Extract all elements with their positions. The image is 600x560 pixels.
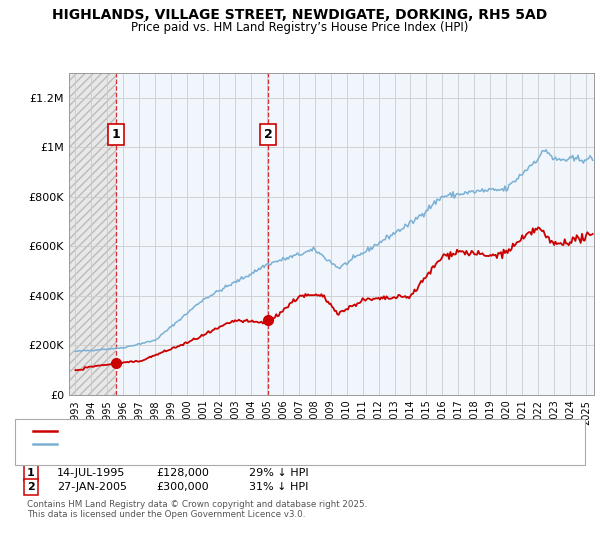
Text: Price paid vs. HM Land Registry’s House Price Index (HPI): Price paid vs. HM Land Registry’s House …: [131, 21, 469, 34]
Text: 31% ↓ HPI: 31% ↓ HPI: [249, 482, 308, 492]
Text: 29% ↓ HPI: 29% ↓ HPI: [249, 468, 308, 478]
Bar: [69, 73, 116, 395]
Text: Contains HM Land Registry data © Crown copyright and database right 2025.
This d: Contains HM Land Registry data © Crown c…: [27, 500, 367, 519]
Text: HIGHLANDS, VILLAGE STREET, NEWDIGATE, DORKING, RH5 5AD: HIGHLANDS, VILLAGE STREET, NEWDIGATE, DO…: [52, 8, 548, 22]
Text: £128,000: £128,000: [156, 468, 209, 478]
Text: HPI: Average price, detached house, Mole Valley: HPI: Average price, detached house, Mole…: [61, 439, 302, 449]
Text: 1: 1: [27, 468, 35, 478]
Text: 1: 1: [112, 128, 120, 141]
Text: 14-JUL-1995: 14-JUL-1995: [57, 468, 125, 478]
Text: 2: 2: [27, 482, 35, 492]
Text: £300,000: £300,000: [156, 482, 209, 492]
Text: HIGHLANDS, VILLAGE STREET, NEWDIGATE, DORKING, RH5 5AD (detached house): HIGHLANDS, VILLAGE STREET, NEWDIGATE, DO…: [61, 426, 472, 436]
Text: 27-JAN-2005: 27-JAN-2005: [57, 482, 127, 492]
Text: 2: 2: [263, 128, 272, 141]
